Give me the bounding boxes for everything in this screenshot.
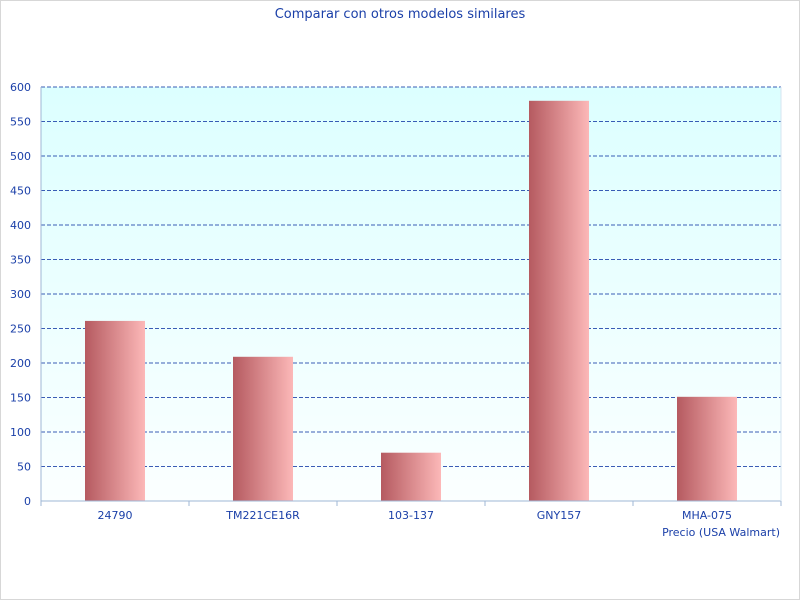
y-tick-label: 200 — [10, 357, 31, 370]
y-tick-label: 350 — [10, 254, 31, 267]
y-tick-label: 100 — [10, 426, 31, 439]
y-tick-label: 400 — [10, 219, 31, 232]
x-axis-label: Precio (USA Walmart) — [662, 526, 780, 539]
bars — [85, 100, 737, 502]
bar-MHA-075 — [677, 396, 737, 501]
x-tick-label: GNY157 — [537, 509, 581, 522]
y-tick-label: 550 — [10, 116, 31, 129]
x-tick-label: 103-137 — [388, 509, 434, 522]
bar-24790 — [85, 320, 145, 501]
y-tick-label: 250 — [10, 323, 31, 336]
chart-title: Comparar con otros modelos similares — [275, 7, 526, 22]
x-axis-ticks: 24790 TM221CE16R 103-137 GNY157 MHA-075 — [98, 509, 733, 522]
y-axis-ticks: 0 50 100 150 200 250 300 350 400 450 500 550 600 — [10, 81, 31, 508]
bar-TM221CE16R — [233, 356, 293, 501]
y-tick-label: 500 — [10, 150, 31, 163]
gridlines — [41, 86, 781, 467]
x-tick-label: TM221CE16R — [225, 509, 300, 522]
bar-103-137 — [381, 452, 441, 501]
y-tick-label: 150 — [10, 392, 31, 405]
x-tick-label: MHA-075 — [682, 509, 732, 522]
y-tick-label: 0 — [24, 495, 31, 508]
y-tick-label: 300 — [10, 288, 31, 301]
x-tick-label: 24790 — [98, 509, 133, 522]
y-tick-label: 450 — [10, 185, 31, 198]
y-tick-label: 50 — [17, 461, 31, 474]
bar-GNY157 — [529, 100, 589, 502]
axes — [40, 87, 782, 506]
y-tick-label: 600 — [10, 81, 31, 94]
